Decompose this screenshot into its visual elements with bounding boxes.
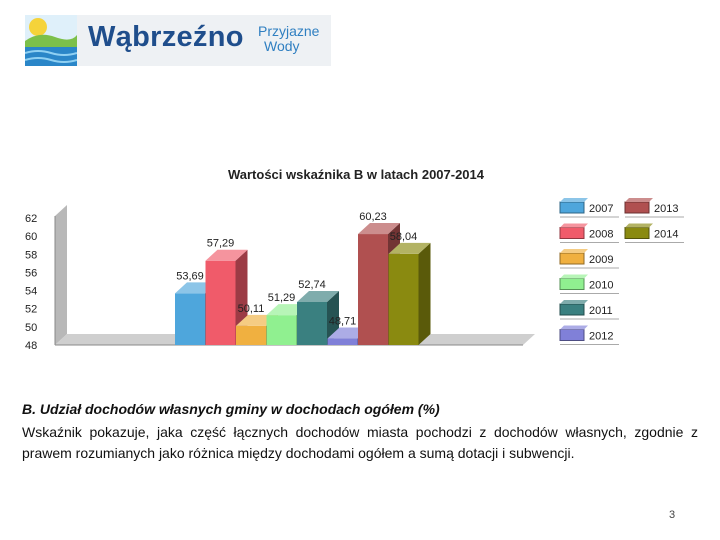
chart-title: Wartości wskaźnika B w latach 2007-2014 xyxy=(228,167,485,182)
bar-side-2014 xyxy=(418,242,431,345)
y-tick-label: 54 xyxy=(25,286,37,298)
page-number: 3 xyxy=(669,509,676,521)
data-label-2011: 52,74 xyxy=(298,279,326,291)
legend-label-2012: 2012 xyxy=(589,331,613,343)
data-label-2009: 50,11 xyxy=(238,303,265,315)
logo-subtitle-line2: Wody xyxy=(264,38,300,54)
bar-2014 xyxy=(388,253,419,345)
logo-title: Wąbrzeźno xyxy=(88,21,244,53)
bar-2012 xyxy=(327,338,358,345)
bar-top-2008 xyxy=(205,249,248,261)
bar-2010 xyxy=(266,315,297,345)
y-tick-label: 50 xyxy=(25,322,37,334)
legend-label-2014: 2014 xyxy=(654,229,678,241)
bar-top-2011 xyxy=(297,291,339,303)
bar-2009 xyxy=(236,325,266,345)
legend-swatch-top-2009 xyxy=(560,249,588,253)
legend-label-2013: 2013 xyxy=(654,203,678,215)
y-tick-label: 48 xyxy=(25,340,37,352)
bar-2007 xyxy=(175,293,205,345)
logo-subtitle: Przyjazne Wody xyxy=(258,24,319,54)
legend-swatch-top-2007 xyxy=(560,198,588,202)
bar-2011 xyxy=(297,302,327,345)
bar-chart: Wartości wskaźnika B w latach 2007-2014 4… xyxy=(25,167,684,352)
legend-swatch-top-2008 xyxy=(560,223,588,228)
legend-swatch-top-2012 xyxy=(560,325,588,330)
data-label-2010: 51,29 xyxy=(268,292,296,304)
legend-swatch-2014 xyxy=(624,227,650,239)
logo-subtitle-line1: Przyjazne xyxy=(258,23,320,39)
y-tick-label: 60 xyxy=(25,231,37,243)
legend-label-2010: 2010 xyxy=(589,280,613,292)
legend-label-2011: 2011 xyxy=(589,305,613,317)
legend-swatch-2008 xyxy=(559,227,585,239)
legend-label-2008: 2008 xyxy=(589,229,613,241)
y-tick-label: 58 xyxy=(25,249,37,261)
legend-swatch-top-2014 xyxy=(625,223,653,228)
legend-swatch-2012 xyxy=(559,329,585,341)
chart-side-wall xyxy=(55,205,67,345)
legend-swatch-2009 xyxy=(559,252,585,265)
legend-swatch-2011 xyxy=(559,303,585,316)
legend-swatch-top-2010 xyxy=(560,274,588,279)
y-tick-label: 56 xyxy=(25,267,37,279)
bar-top-2014 xyxy=(388,242,431,254)
water-landscape-icon xyxy=(25,15,77,66)
data-label-2014: 58,04 xyxy=(390,231,418,243)
y-tick-label: 62 xyxy=(25,213,37,225)
bar-top-2013 xyxy=(358,223,400,235)
bar-2008 xyxy=(205,260,236,345)
data-label-2013: 60,23 xyxy=(359,211,387,223)
legend-label-2009: 2009 xyxy=(589,254,613,266)
legend-swatch-2013 xyxy=(624,201,650,214)
legend-swatch-2010 xyxy=(559,278,585,290)
data-label-2008: 57,29 xyxy=(207,238,235,250)
legend-swatch-2007 xyxy=(559,201,585,214)
data-label-2007: 53,69 xyxy=(176,270,204,282)
data-label-2012: 48,71 xyxy=(329,316,357,328)
legend-label-2007: 2007 xyxy=(589,203,613,215)
logo: Wąbrzeźno Przyjazne Wody xyxy=(25,15,331,66)
legend-swatch-top-2013 xyxy=(625,198,653,202)
legend-swatch-top-2011 xyxy=(560,300,588,304)
bar-2013 xyxy=(358,234,388,345)
section-description: Wskaźnik pokazuje, jaka część łącznych d… xyxy=(22,424,698,461)
section-heading: B. Udział dochodów własnych gminy w doch… xyxy=(22,401,440,417)
y-tick-label: 52 xyxy=(25,304,37,316)
